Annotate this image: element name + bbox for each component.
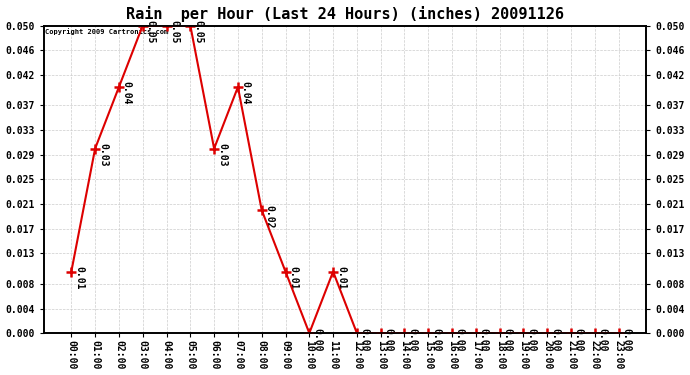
Text: 0.00: 0.00 (526, 328, 536, 351)
Text: 0.00: 0.00 (312, 328, 322, 351)
Text: 0.00: 0.00 (574, 328, 584, 351)
Text: 0.00: 0.00 (359, 328, 370, 351)
Text: 0.00: 0.00 (502, 328, 513, 351)
Text: 0.05: 0.05 (146, 20, 155, 44)
Text: 0.00: 0.00 (622, 328, 631, 351)
Text: 0.01: 0.01 (336, 266, 346, 290)
Text: 0.05: 0.05 (169, 20, 179, 44)
Text: 0.00: 0.00 (550, 328, 560, 351)
Text: 0.02: 0.02 (264, 204, 275, 228)
Text: 0.00: 0.00 (431, 328, 441, 351)
Text: 0.00: 0.00 (598, 328, 608, 351)
Title: Rain  per Hour (Last 24 Hours) (inches) 20091126: Rain per Hour (Last 24 Hours) (inches) 2… (126, 6, 564, 21)
Text: 0.01: 0.01 (288, 266, 298, 290)
Text: 0.05: 0.05 (193, 20, 203, 44)
Text: 0.04: 0.04 (241, 81, 250, 105)
Text: Copyright 2009 Cartronics.com: Copyright 2009 Cartronics.com (45, 28, 168, 36)
Text: 0.03: 0.03 (98, 143, 108, 166)
Text: 0.03: 0.03 (217, 143, 227, 166)
Text: 0.01: 0.01 (74, 266, 84, 290)
Text: 0.04: 0.04 (121, 81, 132, 105)
Text: 0.00: 0.00 (407, 328, 417, 351)
Text: 0.00: 0.00 (479, 328, 489, 351)
Text: 0.00: 0.00 (384, 328, 393, 351)
Text: 0.00: 0.00 (455, 328, 465, 351)
